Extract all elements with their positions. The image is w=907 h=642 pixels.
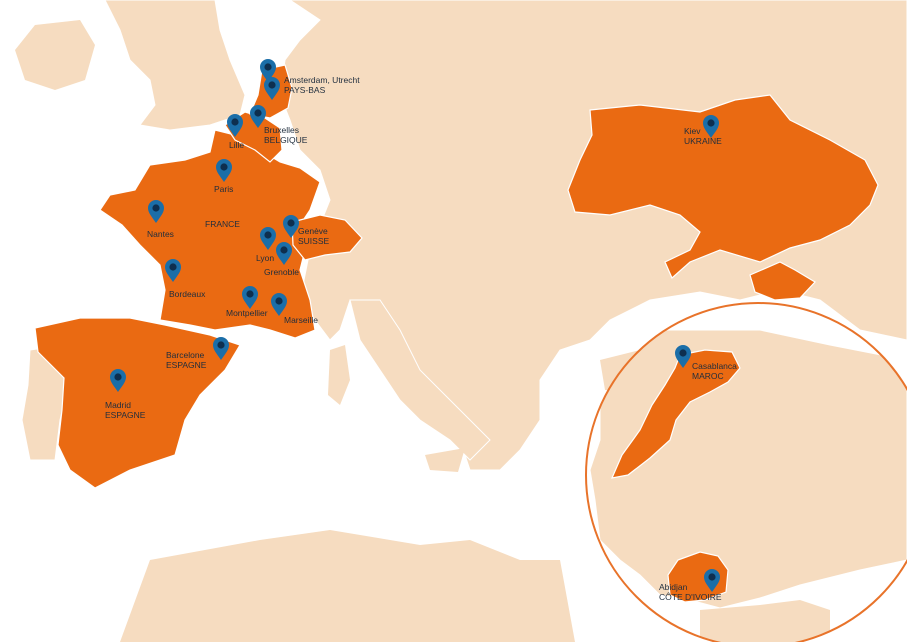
map-pin-dot: [231, 118, 239, 126]
map-pin-dot: [264, 231, 272, 239]
location-pin-nantes[interactable]: [148, 200, 164, 223]
inset-land: [589, 329, 907, 609]
city-label-madrid: Madrid: [105, 400, 131, 410]
country-label-casablanca: MAROC: [692, 371, 724, 381]
map-pin-dot: [268, 81, 276, 89]
africa-inset: [585, 302, 907, 642]
country-label-amsterdam: PAYS-BAS: [284, 85, 326, 95]
land-italy: [349, 299, 491, 461]
location-pin-barcelone[interactable]: [213, 337, 229, 360]
land-britain: [104, 0, 246, 131]
location-pin-paris[interactable]: [216, 159, 232, 182]
location-pin-amsterdam[interactable]: [260, 59, 276, 82]
map-pin-dot: [114, 373, 122, 381]
location-pin-montpellier[interactable]: [242, 286, 258, 309]
country-label-france: FRANCE: [205, 219, 240, 229]
country-label-kiev: UKRAINE: [684, 136, 722, 146]
location-pin-madrid[interactable]: [110, 369, 126, 392]
location-pin-abidjan[interactable]: [704, 569, 720, 592]
inset-border: [585, 302, 907, 642]
land-ireland: [15, 20, 95, 90]
city-label-amsterdam: Amsterdam, Utrecht: [284, 75, 360, 85]
map-pin-dot: [246, 290, 254, 298]
city-label-paris: Paris: [214, 184, 233, 194]
country-label-bruxelles: BELGIQUE: [264, 135, 308, 145]
location-pin-bordeaux[interactable]: [165, 259, 181, 282]
city-label-lyon: Lyon: [256, 253, 274, 263]
location-pin-kiev[interactable]: [703, 115, 719, 138]
location-pins: [110, 59, 720, 592]
city-label-casablanca: Casablanca: [692, 361, 737, 371]
country-spain: [34, 317, 241, 489]
location-pin-utrecht[interactable]: [264, 77, 280, 100]
inset-land-south: [700, 600, 830, 642]
map-pin-dot: [708, 573, 716, 581]
city-label-kiev: Kiev: [684, 126, 701, 136]
country-label-abidjan: CÔTE D'IVOIRE: [659, 592, 722, 602]
location-pin-lyon[interactable]: [260, 227, 276, 250]
land-sicily: [425, 448, 465, 472]
map-pin-dot: [264, 63, 272, 71]
location-pin-bruxelles[interactable]: [250, 105, 266, 128]
city-label-geneve: Genève: [298, 226, 328, 236]
city-label-bordeaux: Bordeaux: [169, 289, 206, 299]
map-pin-dot: [217, 341, 225, 349]
map-pin-dot: [287, 219, 295, 227]
land-sardinia: [328, 345, 350, 405]
map-pin-dot: [169, 263, 177, 271]
location-pin-lille[interactable]: [227, 114, 243, 137]
country-label-madrid: ESPAGNE: [105, 410, 146, 420]
country-switzerland: [291, 214, 363, 261]
location-pin-marseille[interactable]: [271, 293, 287, 316]
map-pin-dot: [152, 204, 160, 212]
country-ukraine-crimea: [749, 261, 816, 301]
location-pin-geneve[interactable]: [283, 215, 299, 238]
map-pin-dot: [275, 297, 283, 305]
map-pin-dot: [707, 119, 715, 127]
country-morocco: [610, 349, 741, 479]
map-pin-dot: [280, 246, 288, 254]
country-label-geneve: SUISSE: [298, 236, 330, 246]
map-pin-dot: [220, 163, 228, 171]
city-label-nantes: Nantes: [147, 229, 174, 239]
land-north-africa: [120, 530, 575, 642]
country-label-barcelone: ESPAGNE: [166, 360, 207, 370]
city-label-montpellier: Montpellier: [226, 308, 268, 318]
country-ukraine: [567, 94, 879, 279]
map-pin-dot: [679, 349, 687, 357]
city-label-lille: Lille: [229, 140, 244, 150]
location-pin-grenoble[interactable]: [276, 242, 292, 265]
city-label-barcelone: Barcelone: [166, 350, 205, 360]
map-pin-dot: [254, 109, 262, 117]
location-pin-casablanca[interactable]: [675, 345, 691, 368]
city-label-abidjan: Abidjan: [659, 582, 688, 592]
city-label-marseille: Marseille: [284, 315, 318, 325]
city-label-grenoble: Grenoble: [264, 267, 299, 277]
city-label-bruxelles: Bruxelles: [264, 125, 299, 135]
